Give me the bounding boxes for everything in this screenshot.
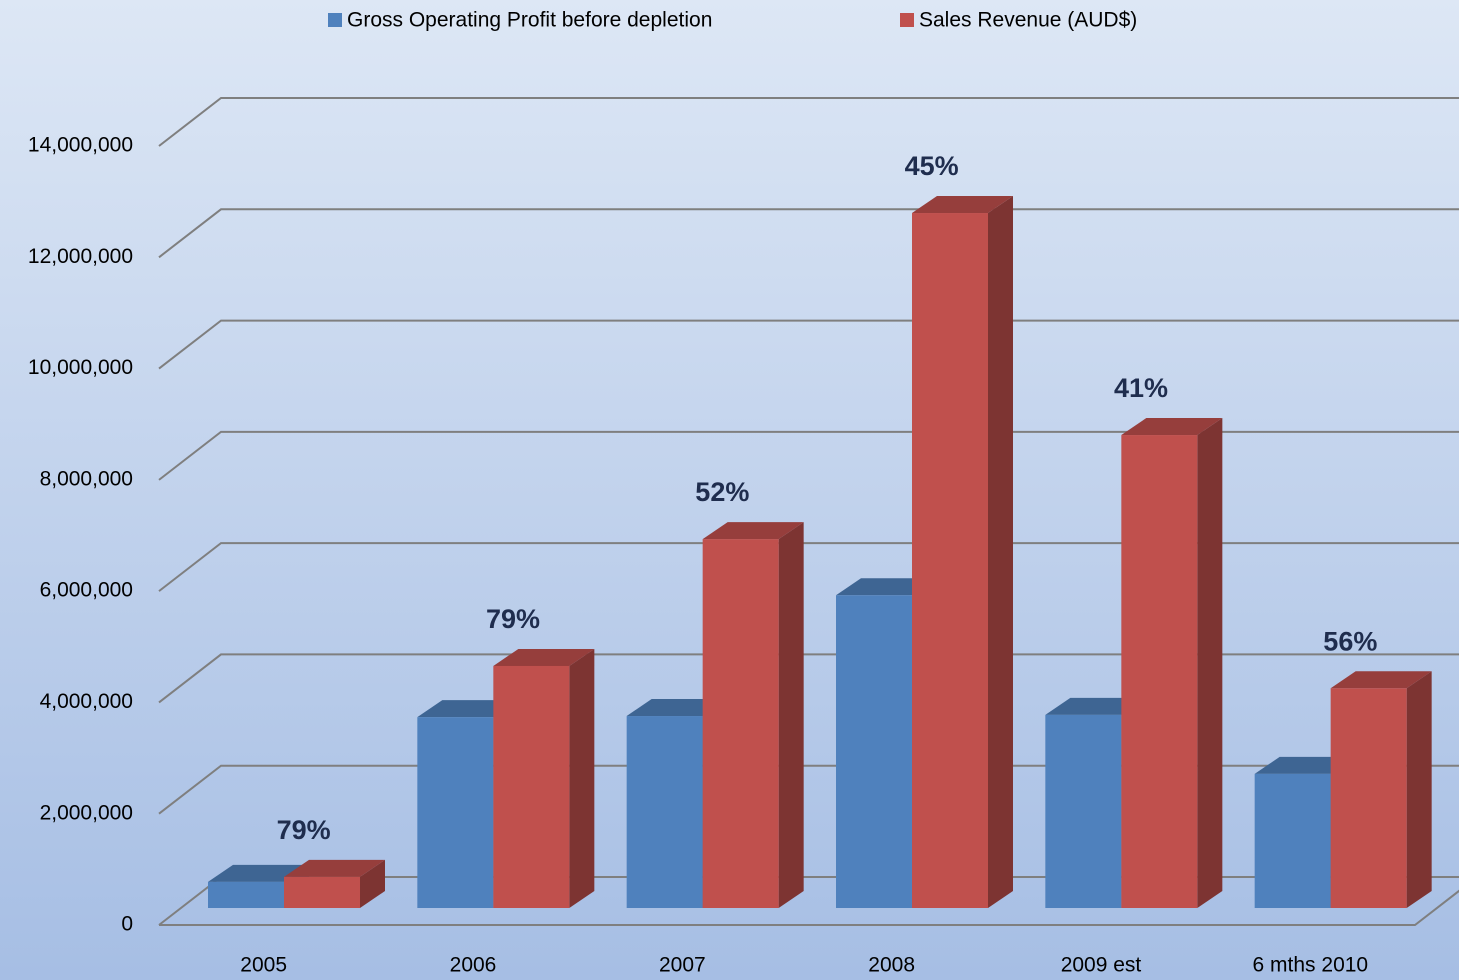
x-tick-label: 2007 [659,954,706,977]
bar [1254,773,1331,908]
bar-top [284,859,385,877]
bar [912,213,988,908]
y-tick-label: 12,000,000 [28,245,133,268]
annotation: 79% [486,604,540,634]
legend-label: Sales Revenue (AUD$) [919,9,1137,32]
annotation: 56% [1323,626,1377,656]
bar-side [360,859,385,908]
bar-top [1045,697,1147,715]
bar-top [626,699,728,717]
y-tick-label: 14,000,000 [28,134,133,157]
legend-swatch [900,13,914,27]
bar [1330,688,1407,908]
grid-line [158,208,1459,259]
bar [208,881,284,908]
x-tick-label: 2009 est [1061,954,1142,977]
bar-side [988,196,1013,908]
annotation: 79% [277,815,331,845]
legend-swatch [328,13,342,27]
bar-top [1330,671,1432,689]
grid-line [158,97,1459,147]
bar-top [1121,418,1223,436]
bar-top [836,578,937,596]
y-tick-label: 10,000,000 [28,356,133,379]
annotation: 52% [695,477,749,507]
bar-side [569,648,595,908]
bar-side [1406,671,1432,908]
bar-top [1254,756,1356,774]
grid-line [158,542,1459,592]
bar-top [208,864,309,882]
floor-edge [159,889,1459,926]
y-tick-label: 8,000,000 [40,467,133,490]
y-tick-label: 2,000,000 [40,801,133,824]
grid-line [158,653,1459,704]
y-tick-label: 6,000,000 [40,579,133,602]
bar [417,717,494,908]
x-tick-label: 2006 [450,954,497,977]
bar [836,595,912,908]
bar-side [778,522,804,908]
y-tick-label: 4,000,000 [40,690,133,713]
x-tick-label: 6 mths 2010 [1253,954,1369,977]
bar [493,665,570,908]
bar [1045,714,1122,908]
bar-top [702,522,804,540]
grid-line [158,319,1459,370]
bar-side [1197,418,1223,908]
bar [284,876,360,908]
legend-label: Gross Operating Profit before depletion [347,9,712,32]
bar-top [493,648,595,666]
y-tick-label: 0 [121,913,133,936]
x-tick-label: 2005 [240,954,287,977]
annotation: 45% [905,151,959,181]
grid-line [158,430,1459,481]
bar [702,539,779,908]
bar [626,716,703,908]
bar-top [417,700,519,718]
bar-top [912,196,1013,214]
x-tick-label: 2008 [868,954,915,977]
bar [1121,435,1198,908]
annotation: 41% [1114,373,1168,403]
